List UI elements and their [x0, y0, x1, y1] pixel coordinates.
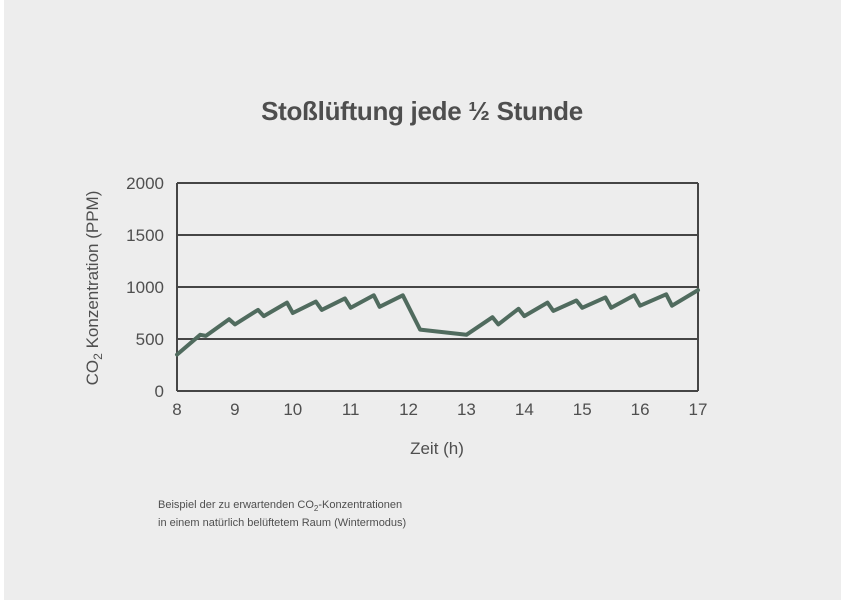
x-tick-label: 11: [342, 400, 360, 419]
y-tick-label: 500: [136, 330, 164, 349]
y-tick-label: 1500: [126, 226, 164, 245]
x-tick-label: 17: [689, 400, 708, 419]
series-line: [175, 288, 700, 357]
x-tick-label: 10: [283, 400, 302, 419]
x-tick-label: 14: [515, 400, 534, 419]
chart-card: [4, 0, 841, 600]
x-tick-label: 16: [631, 400, 650, 419]
x-tick-label: 9: [230, 400, 239, 419]
footnote: Beispiel der zu erwartenden CO2-Konzentr…: [158, 498, 406, 530]
footnote-line-2: in einem natürlich belüftetem Raum (Wint…: [158, 517, 407, 530]
footnote-line-1: Beispiel der zu erwartenden CO2-Konzentr…: [158, 499, 403, 514]
y-tick-label: 1000: [126, 278, 164, 297]
y-axis-label: CO2 Konzentration (PPM): [83, 191, 105, 386]
x-tick-label: 15: [573, 400, 592, 419]
x-axis-label: Zeit (h): [410, 439, 464, 458]
x-tick-label: 8: [172, 400, 181, 419]
x-tick-label: 12: [399, 400, 418, 419]
y-tick-label: 0: [155, 382, 164, 401]
chart-title: Stoßlüftung jede ½ Stunde: [261, 96, 583, 126]
y-tick-label: 2000: [126, 174, 164, 193]
x-tick-label: 13: [457, 400, 476, 419]
